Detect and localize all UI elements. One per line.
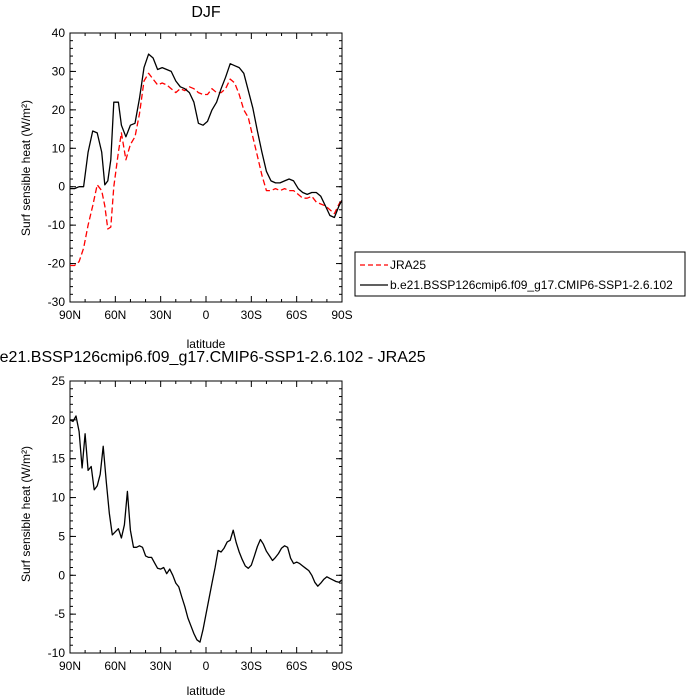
top-chart-ylabel: Surf sensible heat (W/m²)	[19, 100, 33, 236]
y-tick-label: -20	[48, 257, 66, 271]
x-tick-label: 90S	[331, 659, 352, 673]
y-tick-label: 15	[52, 452, 66, 466]
bottom-chart: b.e21.BSSP126cmip6.f09_g17.CMIP6-SSP1-2.…	[0, 349, 426, 698]
x-tick-label: 60S	[286, 308, 307, 322]
y-tick-label: -5	[54, 607, 65, 621]
x-tick-label: 60S	[286, 659, 307, 673]
series-line-0	[70, 72, 343, 267]
y-tick-label: 30	[52, 64, 66, 78]
y-tick-label: 25	[52, 374, 66, 388]
x-tick-label: 0	[203, 308, 210, 322]
x-tick-label: 30N	[150, 308, 172, 322]
x-tick-label: 30S	[241, 308, 262, 322]
y-tick-label: -10	[48, 646, 66, 660]
legend-box	[354, 251, 686, 297]
x-tick-label: 90N	[59, 659, 81, 673]
legend-label-jra25: JRA25	[390, 258, 426, 272]
y-tick-label: -30	[48, 295, 66, 309]
y-tick-label: 20	[52, 413, 66, 427]
y-tick-label: 0	[58, 180, 65, 194]
plot-frame	[69, 32, 343, 303]
top-chart-legend: JRA25 b.e21.BSSP126cmip6.f09_g17.CMIP6-S…	[354, 251, 686, 297]
top-chart-title: DJF	[191, 4, 221, 21]
top-chart: DJF latitude Surf sensible heat (W/m²) 9…	[19, 4, 686, 351]
series-line-1	[70, 53, 343, 219]
x-tick-label: 30S	[241, 659, 262, 673]
x-tick-label: 30N	[150, 659, 172, 673]
x-tick-label: 90S	[331, 308, 352, 322]
x-tick-label: 60N	[104, 659, 126, 673]
y-tick-label: 10	[52, 141, 66, 155]
bottom-chart-title: b.e21.BSSP126cmip6.f09_g17.CMIP6-SSP1-2.…	[0, 349, 426, 366]
y-tick-label: 10	[52, 491, 66, 505]
legend-label-model: b.e21.BSSP126cmip6.f09_g17.CMIP6-SSP1-2.…	[390, 278, 673, 292]
y-tick-label: 40	[52, 26, 66, 40]
y-tick-label: 5	[58, 529, 65, 543]
x-tick-label: 90N	[59, 308, 81, 322]
x-tick-label: 0	[203, 659, 210, 673]
bottom-chart-ylabel: Surf sensible heat (W/m²)	[19, 446, 33, 582]
series-line-0	[69, 415, 343, 643]
top-chart-xlabel: latitude	[187, 337, 226, 351]
y-tick-label: 20	[52, 103, 66, 117]
y-tick-label: -10	[48, 218, 66, 232]
x-tick-label: 60N	[104, 308, 126, 322]
y-tick-label: 0	[58, 568, 65, 582]
bottom-chart-xlabel: latitude	[187, 684, 226, 698]
